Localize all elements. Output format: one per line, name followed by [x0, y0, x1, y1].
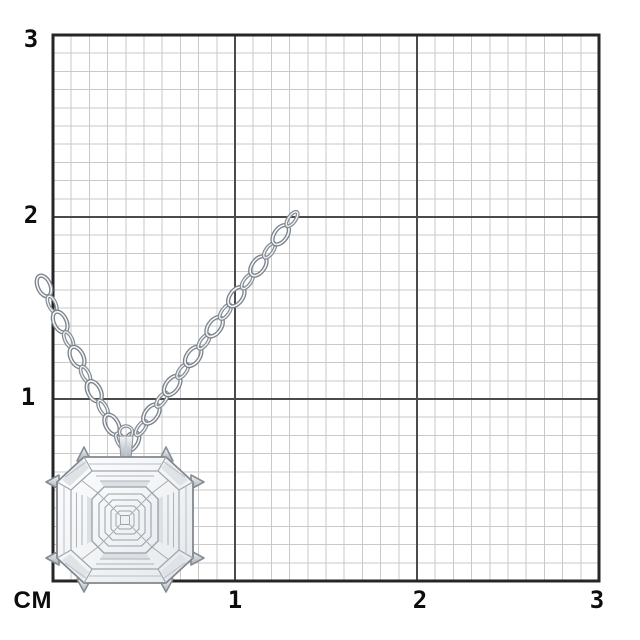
measurement-grid [51, 33, 601, 583]
band-lines [56, 456, 194, 584]
y-axis-label-2: 2 [23, 201, 39, 229]
side-stone-steps [76, 475, 174, 565]
chain-right-strand [120, 209, 300, 454]
facet-highlights [62, 460, 188, 579]
diamond-pendant [45, 446, 205, 593]
x-axis-label-1: 1 [227, 586, 243, 614]
chain-left-strand [34, 273, 129, 451]
unit-label-cm: СМ [13, 587, 53, 614]
bail [117, 424, 135, 460]
asscher-center-stone [91, 486, 159, 554]
x-axis-label-2: 2 [412, 586, 428, 614]
y-axis-label-3: 3 [23, 25, 39, 53]
y-axis-label-1: 1 [20, 383, 36, 411]
pendant-necklace-image [34, 209, 300, 593]
x-axis-label-3: 3 [589, 586, 605, 614]
